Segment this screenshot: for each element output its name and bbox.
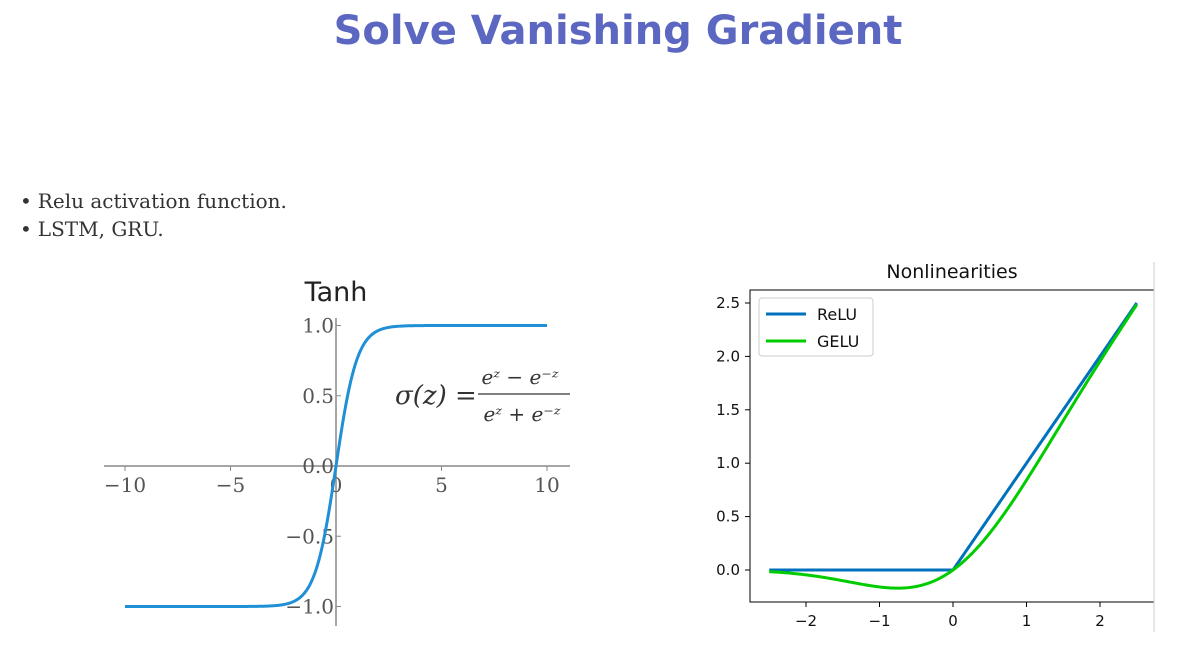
tanh-y-tick-label: 0.0 (302, 454, 334, 478)
tanh-x-tick-label: 10 (534, 473, 559, 497)
formula-numerator: eᶻ − e⁻ᶻ (482, 365, 559, 389)
tanh-formula: σ(z) = eᶻ − e⁻ᶻ eᶻ + e⁻ᶻ (395, 365, 570, 426)
nonlinearities-chart-title: Nonlinearities (886, 261, 1017, 283)
nonlinearities-x-tick-label: 1 (1022, 612, 1032, 630)
tanh-x-tick-label: −10 (104, 473, 146, 497)
nonlinearities-y-tick-label: 1.0 (716, 454, 740, 472)
formula-lhs: σ(z) = (395, 381, 477, 411)
nonlinearities-y-tick-label: 2.0 (716, 347, 740, 365)
nonlinearities-y-tick-label: 1.5 (716, 401, 740, 419)
tanh-chart-title: Tanh (304, 277, 368, 308)
tanh-x-tick-label: 5 (435, 473, 448, 497)
tanh-y-tick-label: 1.0 (302, 314, 334, 338)
nonlinearities-x-tick-label: 0 (948, 612, 958, 630)
bullet-item: Relu activation function. (20, 187, 287, 215)
nonlinearities-x-tick-label: −2 (795, 612, 817, 630)
nonlinearities-y-tick-label: 0.0 (716, 561, 740, 579)
tanh-chart: Tanh −10 −5 0 5 10 1.00.50.0−0.5−1.0 σ(z) = … (104, 277, 570, 626)
formula-denominator: eᶻ + e⁻ᶻ (484, 402, 561, 426)
nonlinearities-y-tick-label: 2.5 (716, 294, 740, 312)
legend-gelu-label: GELU (817, 332, 859, 351)
tanh-y-tick-label: 0.5 (302, 384, 334, 408)
nonlinearities-chart: Nonlinearities −2 −1 0 1 2 0.0 0.5 1.0 1.5 2.0 2.… (716, 261, 1155, 632)
gelu-series-line (769, 303, 1139, 590)
nonlinearities-x-tick-label: −1 (868, 612, 890, 630)
nonlinearities-x-tick-label: 2 (1095, 612, 1105, 630)
slide-title: Solve Vanishing Gradient (333, 8, 903, 54)
tanh-y-tick-label: −1.0 (285, 595, 334, 619)
nonlinearities-y-tick-label: 0.5 (716, 508, 740, 526)
tanh-x-tick-label: −5 (216, 473, 245, 497)
legend-relu-label: ReLU (817, 305, 857, 324)
tanh-series-line (125, 324, 547, 608)
bullet-list: Relu activation function. LSTM, GRU. (20, 187, 287, 243)
bullet-item: LSTM, GRU. (20, 215, 287, 243)
nonlinearities-legend: ReLU GELU (758, 297, 874, 357)
